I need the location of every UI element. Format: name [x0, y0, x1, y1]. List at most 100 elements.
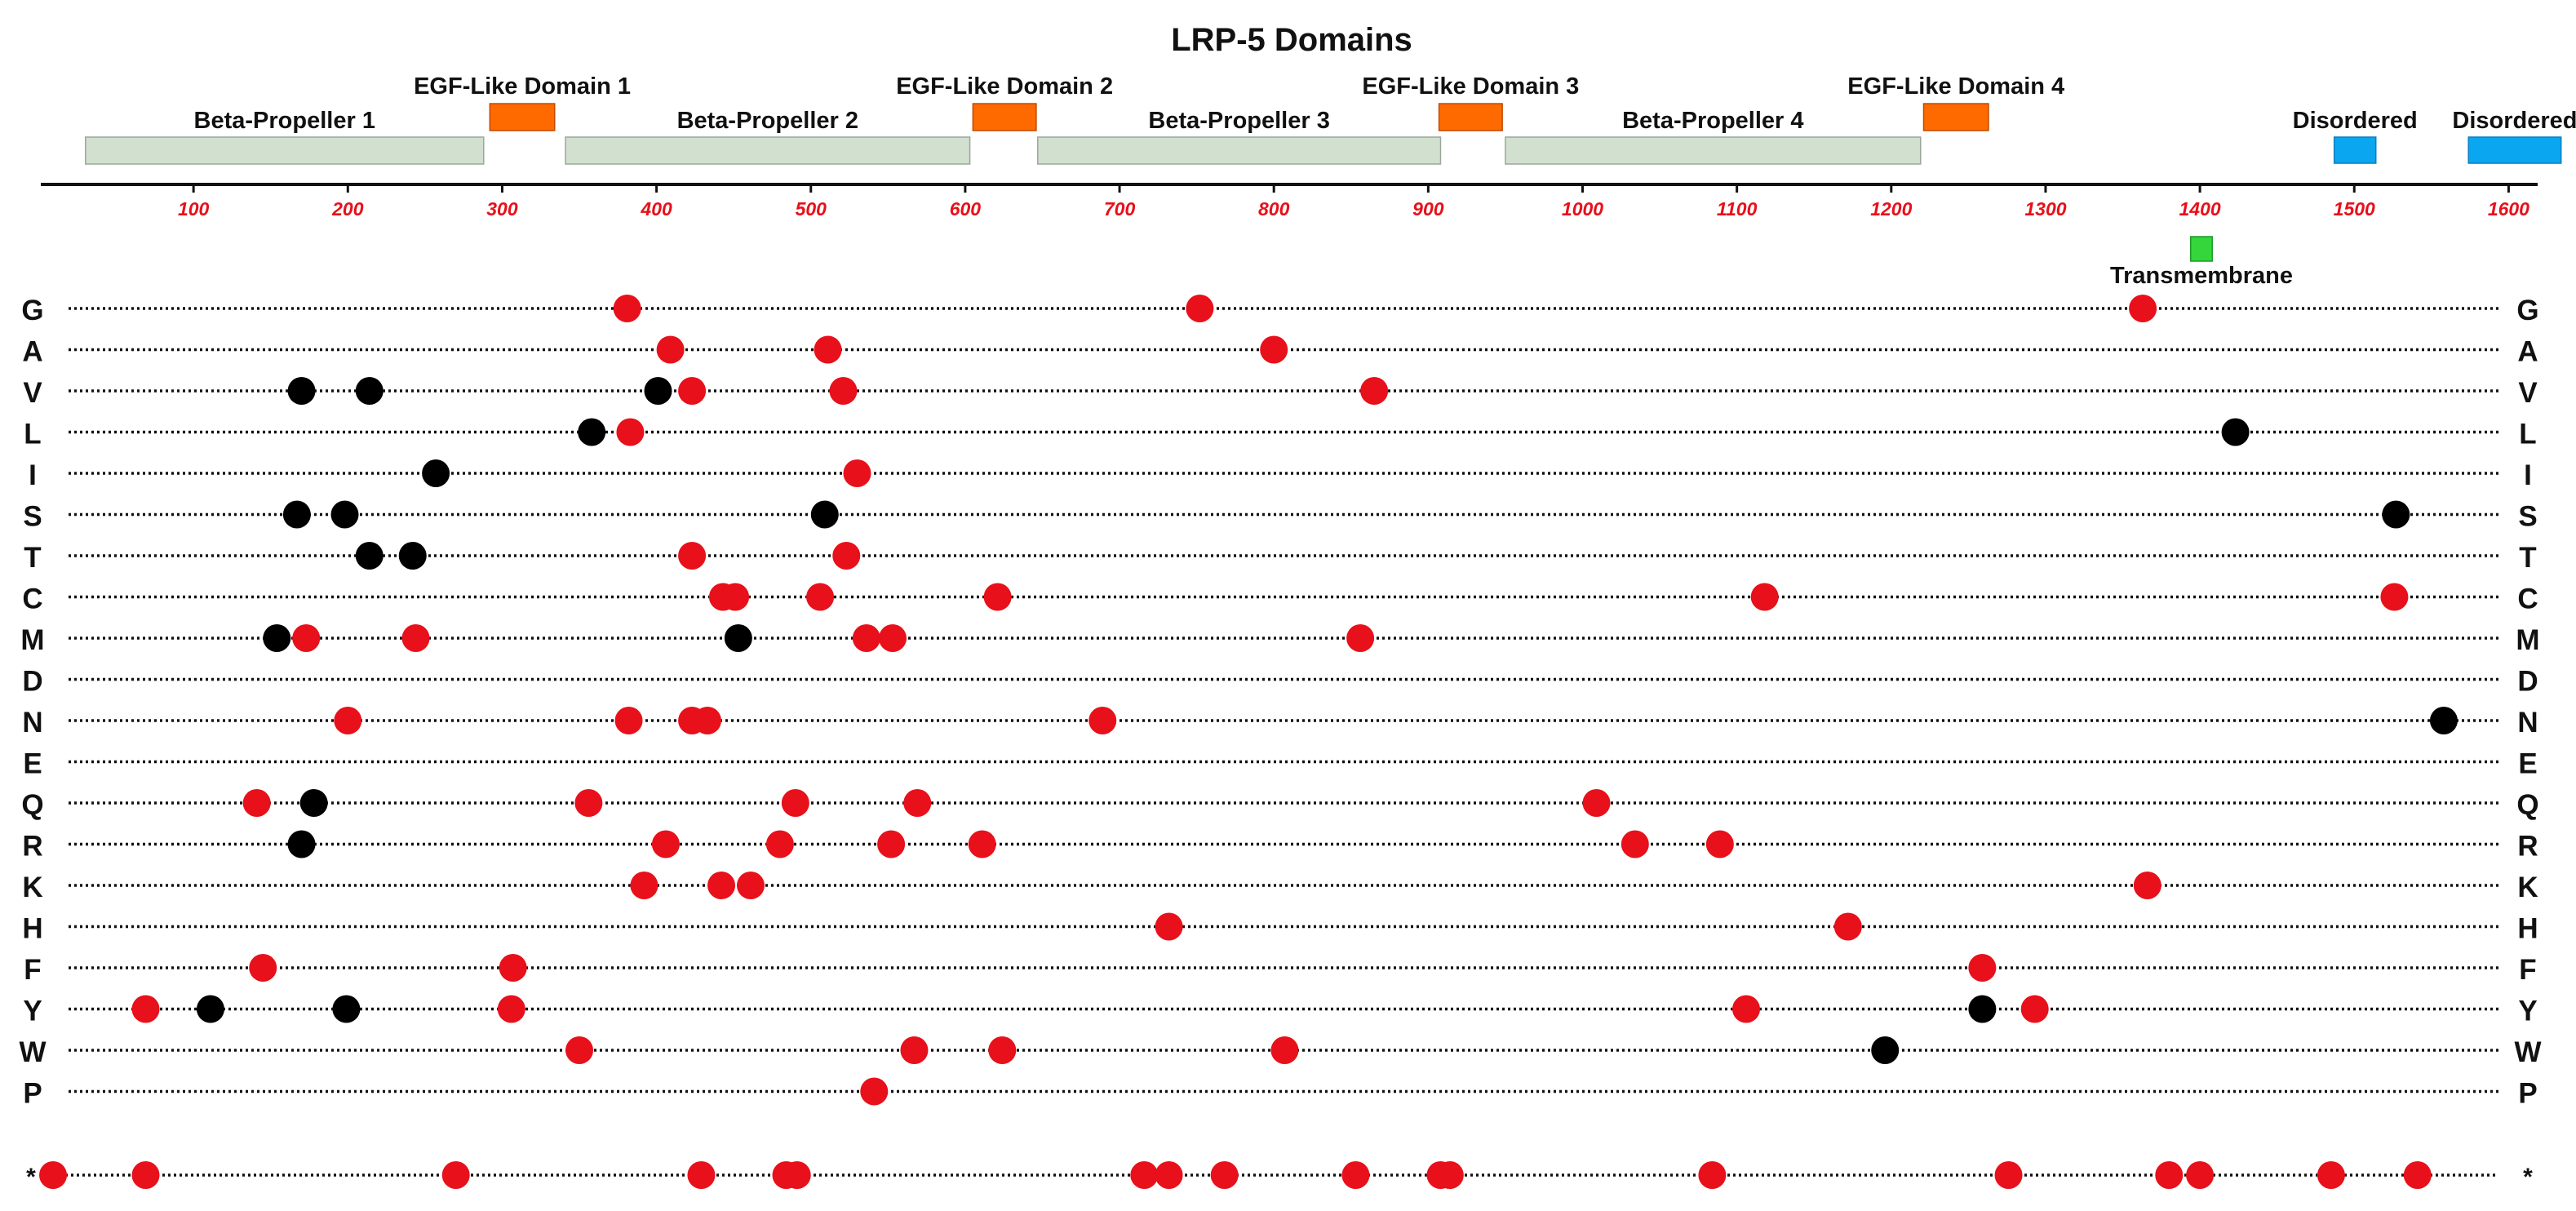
domain-egf-like-bar [489, 103, 556, 131]
domain-egf-like-bar [1922, 103, 1989, 131]
mutation-point-red [903, 789, 932, 817]
x-tick-label: 500 [796, 198, 827, 220]
mutation-point-red [707, 872, 736, 899]
mutation-point-red [1186, 295, 1214, 322]
x-tick-label: 1400 [2179, 198, 2221, 220]
row-label-left: M [20, 624, 44, 656]
x-tick-label: 1600 [2488, 198, 2529, 220]
row-label-left: K [22, 872, 42, 903]
row-label-right: R [2517, 831, 2538, 863]
row-label-left: W [19, 1036, 46, 1068]
mutation-point-red [2403, 1161, 2432, 1189]
mutation-point-red [1731, 995, 1760, 1023]
mutation-point-red [2155, 1161, 2184, 1189]
mutation-point-red [687, 1161, 716, 1189]
mutation-point-red [781, 789, 809, 817]
mutation-point-black [332, 995, 361, 1023]
row-label-left: I [29, 459, 37, 491]
x-tick-label: 100 [178, 198, 210, 220]
mutation-point-red [574, 789, 603, 817]
mutation-point-black [287, 377, 316, 405]
mutation-point-red [806, 583, 835, 611]
mutation-point-black [422, 459, 450, 487]
mutation-point-red [656, 335, 685, 364]
mutation-point-red [1088, 707, 1117, 734]
domain-egf-like-label: EGF-Like Domain 4 [1847, 73, 2064, 100]
mutation-point-red [1833, 912, 1862, 941]
mutation-point-red [2186, 1161, 2215, 1189]
mutation-point-red [694, 707, 722, 734]
mutation-point-red [1341, 1161, 1370, 1189]
mutation-point-black [299, 789, 328, 817]
domain-egf-like-bar [972, 103, 1037, 131]
mutation-point-black [330, 500, 359, 529]
x-tick-label: 700 [1104, 198, 1136, 220]
mutation-point-black [287, 830, 316, 858]
domain-beta-propeller-label: Beta-Propeller 2 [677, 108, 858, 134]
row-label-right: N [2517, 707, 2538, 739]
row-label-right: F [2519, 954, 2536, 986]
row-label-left: P [23, 1078, 42, 1110]
mutation-point-red [860, 1077, 889, 1106]
mutation-point-red [852, 624, 880, 652]
x-tick-label: 1100 [1717, 198, 1758, 220]
row-label-left: * [26, 1164, 36, 1191]
row-label-right: C [2517, 583, 2538, 615]
row-label-right: V [2518, 377, 2538, 409]
mutation-point-red [1698, 1161, 1727, 1189]
mutation-point-black [1968, 995, 1997, 1023]
mutation-point-red [1130, 1161, 1159, 1189]
mutation-point-black [355, 542, 384, 570]
domain-disordered-bar [2333, 136, 2377, 164]
mutation-point-red [678, 542, 707, 570]
x-tick-label: 1300 [2024, 198, 2066, 220]
mutation-point-black [810, 500, 839, 529]
mutation-point-red [1968, 954, 1997, 982]
domain-track: Beta-Propeller 1 EGF-Like Domain 1 Beta-Pr… [84, 73, 2576, 289]
mutation-point-red [249, 954, 277, 982]
domain-egf-like-label: EGF-Like Domain 1 [414, 73, 631, 100]
row-label-right: K [2517, 872, 2538, 903]
mutation-point-red [39, 1161, 68, 1189]
x-tick-label: 800 [1258, 198, 1290, 220]
mutation-point-red [499, 954, 527, 982]
mutation-point-red [2133, 872, 2161, 899]
mutation-point-red [736, 872, 765, 899]
mutation-point-red [1621, 830, 1649, 858]
x-tick-label: 1000 [1562, 198, 1603, 220]
mutation-point-black [1871, 1036, 1900, 1064]
row-label-right: Y [2518, 996, 2537, 1027]
mutation-point-red [878, 624, 907, 652]
chart-title: LRP-5 Domains [1171, 22, 1412, 58]
row-label-right: S [2518, 501, 2537, 533]
row-label-right: T [2519, 542, 2536, 574]
mutation-point-red [651, 830, 680, 858]
domain-beta-propeller-label: Beta-Propeller 3 [1148, 108, 1329, 134]
mutation-point-black [2221, 418, 2250, 446]
mutation-point-black [196, 995, 224, 1023]
mutation-point-red [242, 789, 271, 817]
row-label-right: Q [2516, 789, 2538, 821]
mutation-point-black [355, 377, 384, 405]
row-label-right: L [2519, 419, 2536, 450]
mutation-point-black [2429, 707, 2458, 734]
row-label-left: E [23, 748, 42, 780]
mutation-point-red [1210, 1161, 1239, 1189]
x-tick-label: 200 [331, 198, 364, 220]
mutation-point-red [616, 418, 645, 446]
mutation-point-red [1260, 335, 1288, 364]
mutation-point-red [765, 830, 794, 858]
domain-egf-like-bar [1438, 103, 1503, 131]
mutation-point-red [401, 624, 430, 652]
row-label-right: A [2517, 336, 2538, 368]
